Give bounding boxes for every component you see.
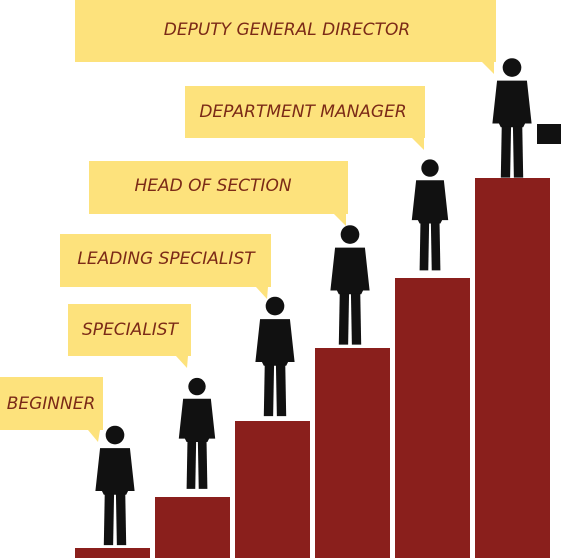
person-silhouette (178, 377, 216, 489)
speech-bubble: BEGINNER (0, 377, 103, 442)
speech-bubble: DEPARTMENT MANAGER (185, 86, 425, 150)
person-silhouette (330, 225, 370, 345)
step (155, 497, 230, 558)
level-label: BEGINNER (7, 394, 96, 414)
level-label: DEPARTMENT MANAGER (199, 102, 406, 122)
person-silhouette (255, 296, 295, 417)
person-silhouette (95, 425, 135, 546)
briefcase (537, 124, 561, 144)
level-label: HEAD OF SECTION (134, 176, 291, 196)
step (75, 548, 150, 558)
step (475, 178, 550, 558)
step (315, 348, 390, 558)
speech-bubble: LEADING SPECIALIST (60, 234, 271, 299)
speech-bubble: DEPUTY GENERAL DIRECTOR (75, 0, 496, 74)
level-label: SPECIALIST (82, 320, 180, 340)
person-silhouette (411, 159, 449, 271)
speech-bubble: SPECIALIST (68, 304, 191, 368)
step (235, 421, 310, 558)
step (395, 278, 470, 558)
speech-bubble: HEAD OF SECTION (89, 161, 348, 226)
level-label: DEPUTY GENERAL DIRECTOR (164, 20, 411, 40)
person-silhouette (492, 58, 532, 178)
level-label: LEADING SPECIALIST (77, 249, 256, 269)
